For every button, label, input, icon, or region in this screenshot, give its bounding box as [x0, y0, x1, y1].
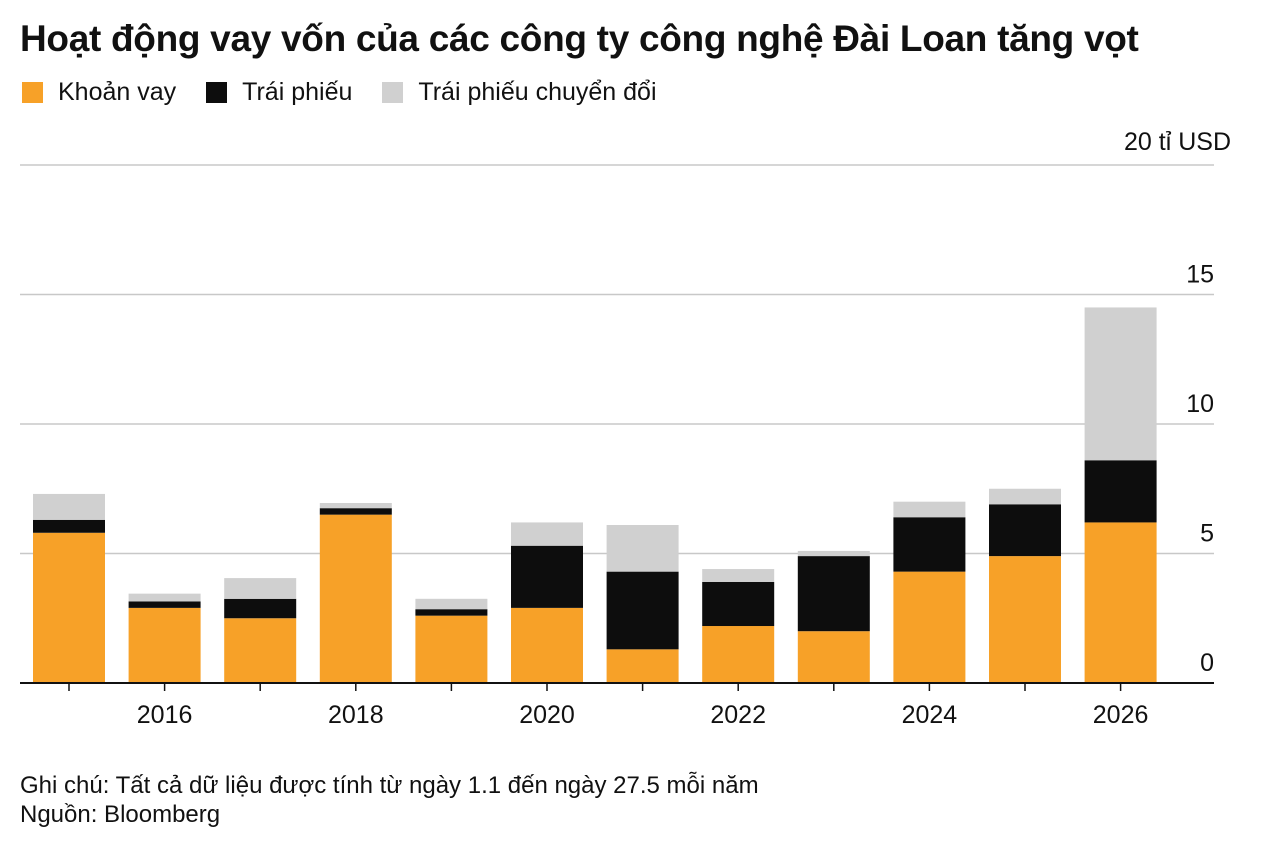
bar-2015-trai-phieu-chuyen-doi	[33, 493, 105, 520]
y-axis-unit-label: 20 tỉ USD	[1124, 128, 1231, 156]
bar-2026-trai-phieu-chuyen-doi	[1084, 307, 1157, 461]
y-tick-label-5: 5	[1200, 520, 1214, 548]
bar-2022-trai-phieu	[702, 581, 775, 627]
bar-2025-trai-phieu	[989, 504, 1061, 557]
bar-2023-trai-phieu	[797, 556, 870, 632]
legend: Khoản vay Trái phiếu Trái phiếu chuyển đ…	[22, 78, 687, 107]
bar-2021-trai-phieu	[606, 571, 679, 650]
y-axis-labels: 0 5 10 15	[1186, 261, 1214, 678]
bar-2019-trai-phieu-chuyen-doi	[415, 598, 488, 610]
bar-2024-khoan-vay	[893, 571, 966, 683]
bars	[33, 307, 1157, 683]
bar-2019-khoan-vay	[415, 615, 488, 683]
legend-item-convertible-bonds: Trái phiếu chuyển đổi	[382, 78, 657, 107]
bar-2026-khoan-vay	[1084, 522, 1157, 683]
bar-2021-trai-phieu-chuyen-doi	[606, 525, 679, 572]
bar-2025-trai-phieu-chuyen-doi	[989, 488, 1061, 505]
x-tick-label-2018: 2018	[328, 701, 384, 729]
legend-label-loans: Khoản vay	[58, 78, 177, 106]
legend-swatch-loans	[22, 82, 43, 103]
bar-2026-trai-phieu	[1084, 460, 1157, 523]
bar-2025-khoan-vay	[989, 556, 1061, 683]
bar-2022-trai-phieu-chuyen-doi	[702, 569, 775, 582]
bar-2018-khoan-vay	[319, 514, 392, 683]
legend-swatch-convertible-bonds	[382, 82, 404, 103]
bar-2015-khoan-vay	[33, 532, 105, 683]
legend-label-convertible-bonds: Trái phiếu chuyển đổi	[418, 78, 657, 106]
x-tick-label-2022: 2022	[710, 701, 766, 729]
bar-2017-khoan-vay	[224, 618, 297, 683]
note-text: Ghi chú: Tất cả dữ liệu được tính từ ngà…	[20, 772, 759, 799]
bar-2020-trai-phieu	[511, 545, 583, 608]
legend-item-loans: Khoản vay	[22, 78, 176, 107]
footnote: Ghi chú: Tất cả dữ liệu được tính từ ngà…	[20, 771, 759, 829]
bar-2024-trai-phieu-chuyen-doi	[893, 501, 966, 518]
legend-swatch-bonds	[206, 82, 228, 103]
x-tick-label-2026: 2026	[1093, 701, 1149, 729]
y-tick-label-0: 0	[1200, 649, 1214, 677]
x-tick-label-2020: 2020	[519, 701, 575, 729]
bar-2024-trai-phieu	[893, 517, 966, 572]
bar-2018-trai-phieu	[319, 508, 392, 515]
bar-2015-trai-phieu	[33, 519, 105, 533]
bar-2020-khoan-vay	[511, 607, 583, 683]
bar-2016-trai-phieu-chuyen-doi	[128, 593, 201, 602]
bar-2017-trai-phieu	[224, 598, 297, 619]
bar-2016-khoan-vay	[128, 607, 201, 683]
bar-2023-khoan-vay	[797, 631, 870, 683]
y-tick-label-10: 10	[1186, 390, 1214, 418]
bar-2023-trai-phieu-chuyen-doi	[797, 550, 870, 557]
legend-label-bonds: Trái phiếu	[242, 78, 353, 106]
bar-2016-trai-phieu	[128, 601, 201, 608]
source-text: Nguồn: Bloomberg	[20, 801, 221, 828]
legend-item-bonds: Trái phiếu	[206, 78, 352, 107]
x-tick-label-2024: 2024	[902, 701, 958, 729]
bar-2017-trai-phieu-chuyen-doi	[224, 578, 297, 599]
bar-2019-trai-phieu	[415, 609, 488, 616]
x-tick-label-2016: 2016	[137, 701, 193, 729]
bar-2018-trai-phieu-chuyen-doi	[319, 502, 392, 509]
x-axis: 2016 2018 2020 2022 2024 2026	[20, 682, 1214, 729]
bar-2021-khoan-vay	[606, 649, 679, 683]
bar-2020-trai-phieu-chuyen-doi	[511, 522, 583, 546]
bar-2022-khoan-vay	[702, 626, 775, 683]
chart-title: Hoạt động vay vốn của các công ty công n…	[20, 18, 1139, 59]
y-tick-label-15: 15	[1186, 261, 1214, 289]
